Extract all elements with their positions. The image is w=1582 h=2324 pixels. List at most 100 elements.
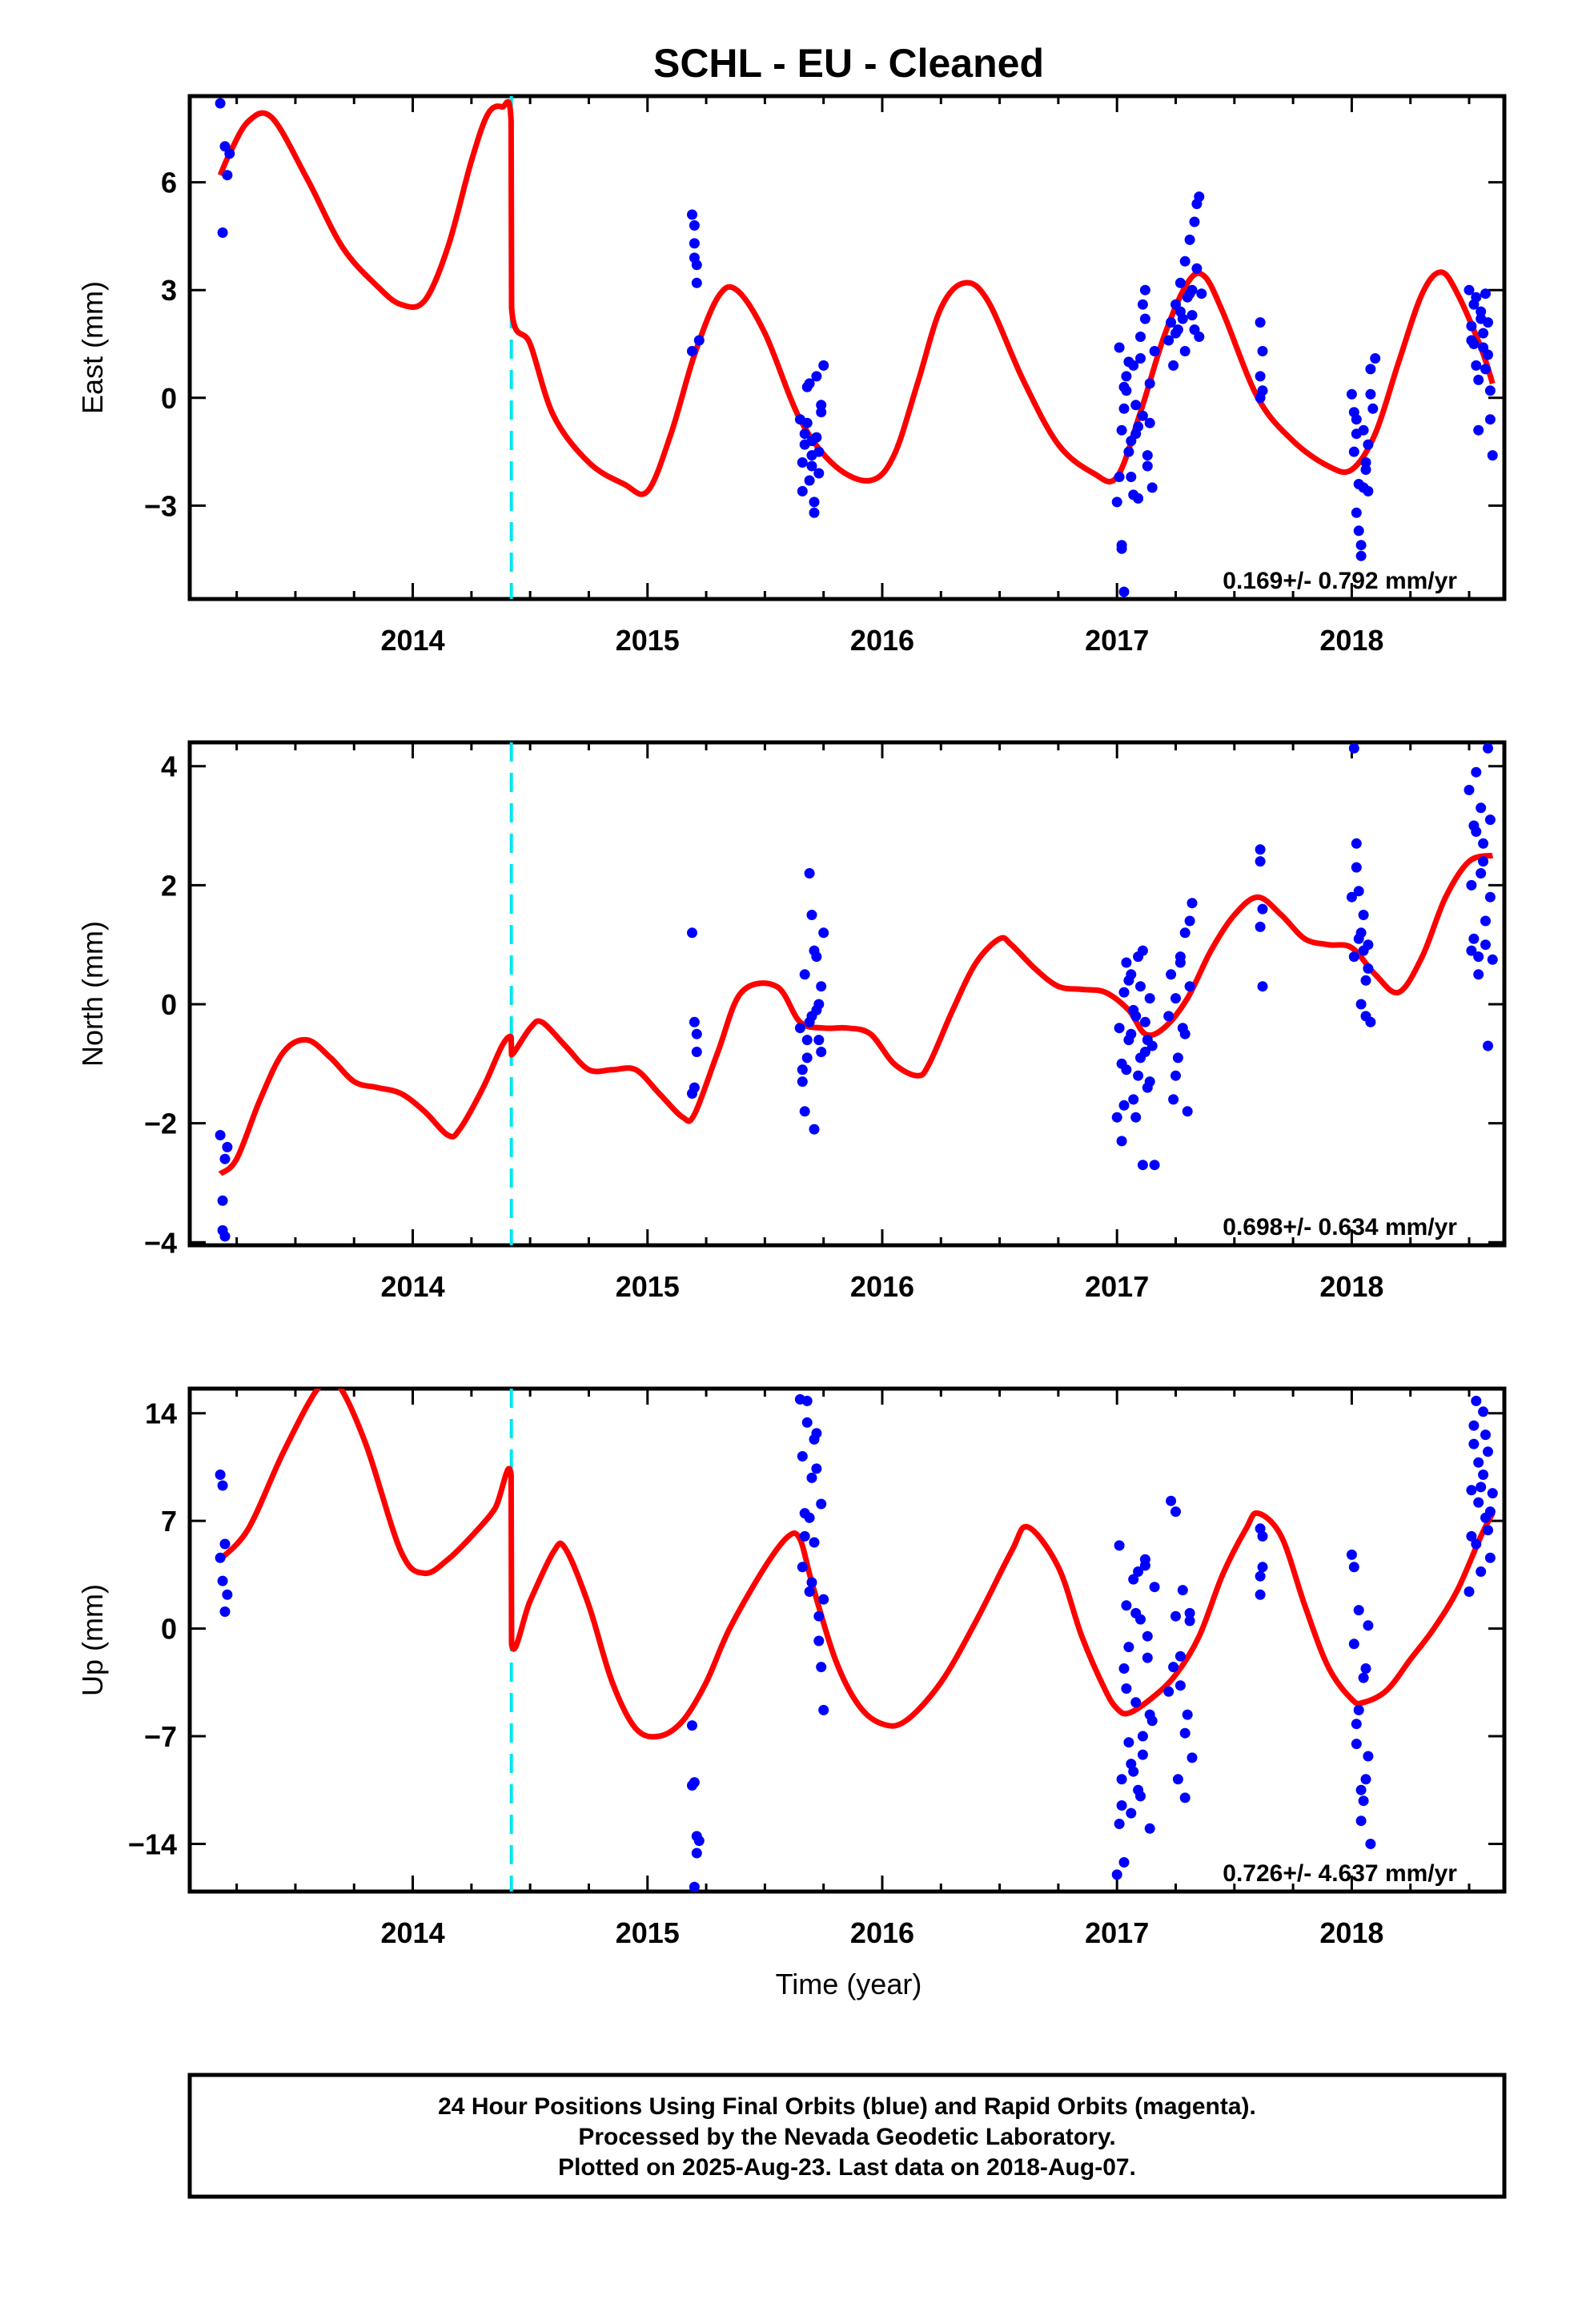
north-data-point [1149,1160,1160,1171]
north-data-point [818,927,829,939]
east-rate-label: 0.169+/- 0.792 mm/yr [1223,568,1457,594]
east-data-point [691,277,702,288]
footer-line-1: 24 Hour Positions Using Final Orbits (bl… [438,2093,1256,2120]
north-x-tick-label: 2017 [1085,1270,1149,1303]
up-rate-label: 0.726+/- 4.637 mm/yr [1223,1860,1457,1887]
north-data-point [797,1064,808,1076]
north-data-point [799,969,810,980]
east-data-point [1255,371,1266,382]
north-data-point [222,1141,233,1152]
east-data-point [1123,356,1134,368]
north-data-point [1111,1112,1122,1123]
up-data-points [215,1393,1498,1892]
east-data-point [1351,428,1362,440]
up-tick-labels: 2014 2015 2016 2017 2018 −14 −7 0 7 14 [128,1397,1384,1949]
east-data-point [1111,497,1122,508]
north-data-point [1358,910,1369,920]
east-data-point [1126,472,1137,482]
up-data-point [1144,1823,1155,1834]
up-data-point [1358,1672,1369,1683]
east-data-point [1476,306,1487,317]
north-data-point [1163,1011,1174,1022]
east-data-point [1114,342,1125,353]
up-data-point [813,1635,825,1647]
up-data-point [1483,1446,1493,1458]
east-data-point [1363,439,1374,450]
east-data-point [1257,346,1268,356]
north-data-point [1128,1094,1139,1105]
up-data-point [1184,1615,1195,1626]
east-data-point [1473,424,1484,436]
east-data-point [1355,550,1367,561]
north-data-point [806,910,817,920]
east-data-point [1468,299,1480,310]
east-data-point [816,407,827,418]
east-data-point [1144,378,1155,389]
up-data-point [215,1470,226,1480]
north-data-point [1363,939,1374,951]
up-data-point [222,1589,233,1600]
east-panel: 2014 2015 2016 2017 2018 −3 0 3 6 East (mm) 0.16… [76,94,1507,657]
up-data-point [217,1480,228,1491]
up-data-point [801,1395,813,1406]
north-data-point [219,1231,231,1242]
up-data-point [1365,1839,1376,1849]
north-data-point [1123,975,1134,986]
east-data-point [1168,360,1179,371]
up-data-point [1471,1538,1482,1550]
up-y-tick-label: 14 [145,1397,177,1430]
north-data-point [1257,903,1268,915]
plot-title: SCHL - EU - Cleaned [653,41,1044,86]
east-data-point [1128,489,1139,501]
up-data-point [1473,1457,1484,1468]
east-data-point [1478,328,1489,339]
north-data-point [1346,891,1357,903]
north-plot-area [215,742,1498,1245]
east-data-point [1149,346,1160,356]
east-data-points [215,98,1498,597]
up-data-point [1174,1651,1186,1662]
up-data-point [219,1538,231,1550]
up-data-point [1128,1574,1139,1585]
east-data-point [1191,263,1203,274]
east-data-point [1194,191,1205,203]
up-data-point [1476,1482,1487,1493]
north-data-point [1128,1004,1139,1015]
east-data-point [1121,371,1132,382]
east-data-point [689,238,700,249]
up-data-point [1184,1607,1195,1618]
north-data-point [1184,915,1195,927]
east-data-point [1478,342,1489,353]
north-data-point [1186,898,1198,909]
up-plot-frame [187,1386,1507,1894]
east-x-tick-label: 2016 [850,624,914,657]
east-tick-marks [190,96,1504,599]
north-data-point [1466,879,1477,891]
up-data-point [1123,1737,1134,1748]
up-data-point [1255,1589,1266,1600]
up-data-point [809,1433,820,1445]
north-data-point [1478,838,1489,849]
east-data-point [806,450,817,461]
north-data-point [1348,742,1359,754]
footer-line-3: Plotted on 2025-Aug-23. Last data on 201… [558,2154,1136,2181]
east-data-point [1139,313,1150,324]
up-data-point [1471,1395,1482,1406]
north-data-point [816,981,827,992]
east-data-point [801,417,813,428]
up-data-point [687,1780,697,1791]
up-data-point [804,1586,815,1597]
footer-frame [187,2073,1507,2199]
up-data-point [1135,1791,1146,1802]
east-data-point [1144,417,1155,428]
north-x-tick-label: 2018 [1319,1270,1383,1303]
north-data-point [215,1130,226,1140]
up-data-point [1130,1607,1142,1618]
north-data-point [1179,927,1191,939]
north-data-point [1126,1028,1137,1039]
up-data-point [1255,1570,1266,1582]
north-tick-marks [190,742,1504,1245]
east-data-point [1484,414,1496,425]
up-data-point [801,1417,813,1428]
east-data-point [813,468,825,479]
